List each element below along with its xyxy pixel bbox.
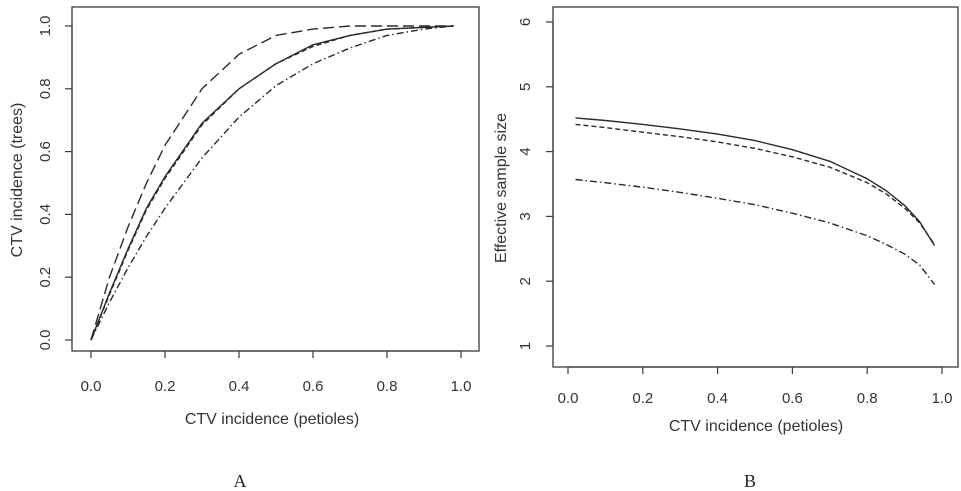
x-tick-label: 0.8 — [857, 390, 878, 407]
x-tick-label: 0.4 — [229, 378, 250, 395]
panel-b-x-axis-label: CTV incidence (petioles) — [669, 418, 843, 435]
panel-a-plot-frame — [71, 6, 480, 352]
panel-a: 0.0 0.2 0.4 0.6 0.8 1.0 0.0 0.2 0.4 0.6 0.8 1.0 CT… — [9, 6, 480, 491]
series-line-dash-dot — [90, 25, 454, 341]
panel-b-x-axis: 0.0 0.2 0.4 0.6 0.8 1.0 — [558, 366, 953, 407]
y-tick-label: 0.6 — [37, 141, 54, 162]
x-tick-label: 0.6 — [303, 378, 324, 395]
y-tick-label: 0.4 — [37, 204, 54, 225]
series-line-short-dash — [90, 25, 454, 341]
y-tick-label: 0.0 — [37, 330, 54, 351]
y-tick-label: 1.0 — [37, 16, 54, 37]
series-line-solid — [575, 117, 936, 246]
x-tick-label: 0.2 — [632, 390, 653, 407]
panel-b-plot-frame — [552, 6, 959, 368]
x-tick-label: 1.0 — [451, 378, 472, 395]
panel-b: 0.0 0.2 0.4 0.6 0.8 1.0 1 2 3 4 5 6 CTV incidence … — [493, 6, 959, 491]
panel-a-y-axis: 0.0 0.2 0.4 0.6 0.8 1.0 — [37, 16, 73, 351]
panel-b-y-axis: 1 2 3 4 5 6 — [517, 18, 554, 350]
x-tick-label: 0.2 — [155, 378, 176, 395]
y-tick-label: 6 — [517, 18, 534, 26]
panel-a-label: A — [234, 471, 247, 491]
series-line-solid — [90, 25, 454, 341]
panel-a-x-axis: 0.0 0.2 0.4 0.6 0.8 1.0 — [81, 350, 472, 395]
series-line-short-dash — [575, 123, 936, 245]
x-tick-label: 1.0 — [932, 390, 953, 407]
panel-b-label: B — [744, 471, 756, 491]
x-tick-label: 0.0 — [81, 378, 102, 395]
y-tick-label: 2 — [517, 277, 534, 285]
panel-a-y-axis-label: CTV incidence (trees) — [9, 103, 26, 258]
x-tick-label: 0.8 — [377, 378, 398, 395]
y-tick-label: 4 — [517, 147, 534, 155]
y-tick-label: 1 — [517, 342, 534, 350]
series-line-dash-dot — [575, 178, 936, 285]
panel-a-series — [90, 25, 454, 341]
y-tick-label: 3 — [517, 212, 534, 220]
series-line-long-dash — [90, 25, 454, 341]
y-tick-label: 0.8 — [37, 78, 54, 99]
y-tick-label: 5 — [517, 83, 534, 91]
x-tick-label: 0.4 — [707, 390, 728, 407]
panel-a-x-axis-label: CTV incidence (petioles) — [185, 411, 359, 428]
panel-b-series — [575, 117, 936, 285]
x-tick-label: 0.6 — [782, 390, 803, 407]
x-tick-label: 0.0 — [558, 390, 579, 407]
y-tick-label: 0.2 — [37, 267, 54, 288]
panel-b-y-axis-label: Effective sample size — [493, 113, 510, 263]
